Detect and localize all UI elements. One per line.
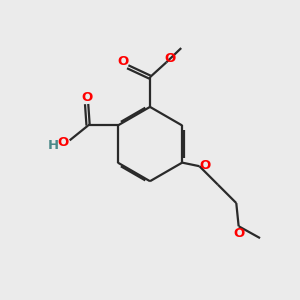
Text: O: O xyxy=(234,226,245,240)
Text: O: O xyxy=(164,52,175,65)
Text: O: O xyxy=(199,159,210,172)
Text: O: O xyxy=(58,136,69,149)
Text: O: O xyxy=(118,55,129,68)
Text: O: O xyxy=(81,91,92,104)
Text: H: H xyxy=(48,139,59,152)
